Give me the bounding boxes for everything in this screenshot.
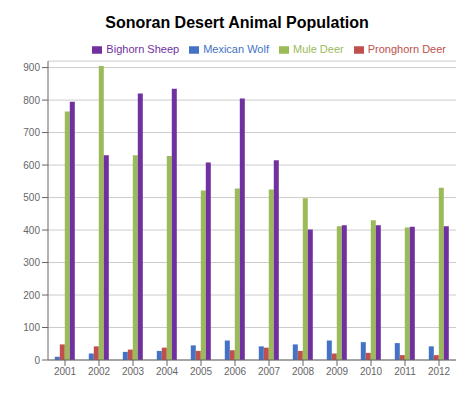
svg-text:900: 900 <box>23 62 40 73</box>
svg-text:400: 400 <box>23 225 40 236</box>
svg-text:2007: 2007 <box>258 366 281 377</box>
html-text:Pronghorn Deer: Pronghorn Deer <box>367 43 446 55</box>
svg-text:200: 200 <box>23 290 40 301</box>
svg-text:100: 100 <box>23 322 40 333</box>
svg-text:700: 700 <box>23 127 40 138</box>
svg-text:600: 600 <box>23 160 40 171</box>
svg-text:2002: 2002 <box>88 366 111 377</box>
svg-text:2009: 2009 <box>326 366 349 377</box>
svg-text:2011: 2011 <box>394 366 416 377</box>
svg-text:2012: 2012 <box>428 366 451 377</box>
svg-text:800: 800 <box>23 95 40 106</box>
html-text:Mexican Wolf: Mexican Wolf <box>203 43 269 55</box>
svg-text:2001: 2001 <box>54 366 77 377</box>
svg-text:2008: 2008 <box>292 366 315 377</box>
html-text:Mule Deer: Mule Deer <box>293 43 344 55</box>
svg-text:0: 0 <box>34 355 40 366</box>
html-text:Bighorn Sheep: Bighorn Sheep <box>106 43 180 55</box>
svg-text:2010: 2010 <box>360 366 383 377</box>
svg-text:2004: 2004 <box>156 366 179 377</box>
svg-text:500: 500 <box>23 192 40 203</box>
svg-text:2005: 2005 <box>190 366 213 377</box>
svg-text:300: 300 <box>23 257 40 268</box>
svg-text:2003: 2003 <box>122 366 145 377</box>
html-text:Sonoran Desert Animal Populati: Sonoran Desert Animal Population <box>105 14 369 31</box>
svg-text:2006: 2006 <box>224 366 247 377</box>
